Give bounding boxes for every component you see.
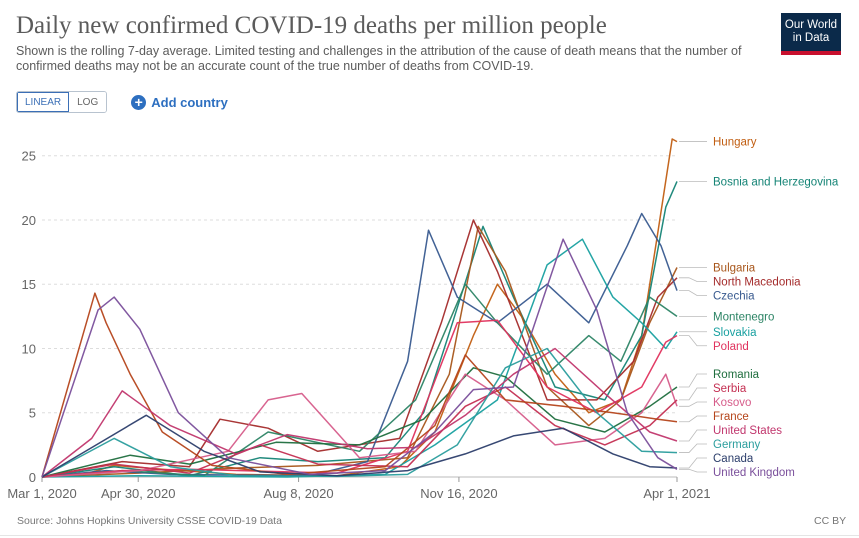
series-line-bosnia-and-herzegovina xyxy=(41,181,678,478)
y-axis-ticks: 0 5 10 15 20 25 xyxy=(22,149,36,485)
series-line-germany xyxy=(41,347,678,478)
x-tick-label: Aug 8, 2020 xyxy=(264,486,334,501)
chart-title: Daily new confirmed COVID-19 deaths per … xyxy=(16,12,607,39)
add-country-label: Add country xyxy=(151,94,228,110)
series-label: Serbia xyxy=(713,383,747,395)
series-label: United Kingdom xyxy=(713,467,795,479)
label-connector xyxy=(679,429,707,442)
label-connector xyxy=(679,468,707,473)
label-connector xyxy=(679,443,707,453)
license-link[interactable]: CC BY xyxy=(814,515,847,527)
label-connector xyxy=(679,277,707,282)
source-note: Source: Johns Hopkins University CSSE CO… xyxy=(17,515,282,527)
label-connector xyxy=(679,415,707,423)
y-tick-label: 25 xyxy=(22,149,36,164)
series-label: North Macedonia xyxy=(713,277,801,289)
series-label: Hungary xyxy=(713,137,757,149)
series-label: Romania xyxy=(713,369,760,381)
logo-line2: in Data xyxy=(792,32,830,44)
series-line-bulgaria xyxy=(41,225,678,478)
series-line-canada xyxy=(41,414,678,478)
label-connector xyxy=(679,373,707,388)
series-label: Poland xyxy=(713,341,749,353)
owid-logo[interactable]: Our World in Data xyxy=(781,13,841,55)
series-label: Bulgaria xyxy=(713,263,756,275)
series-line-slovakia xyxy=(41,238,678,478)
line-end-labels: Hungary Bosnia and Herzegovina Bulgaria Nor… xyxy=(679,137,839,479)
series-line-serbia xyxy=(41,386,678,478)
series-line-montenegro xyxy=(41,283,678,478)
linear-scale-button[interactable]: LINEAR xyxy=(17,92,70,112)
footer-divider xyxy=(0,535,859,536)
chart-controls: LINEAR LOG + Add country xyxy=(16,91,228,113)
series-label: Montenegro xyxy=(713,311,774,323)
y-tick-label: 20 xyxy=(22,213,36,228)
series-label: France xyxy=(713,411,749,423)
log-scale-button[interactable]: LOG xyxy=(69,92,107,112)
chart-grid xyxy=(42,155,677,478)
series-line-france xyxy=(41,292,678,478)
series-label: Germany xyxy=(713,439,761,451)
series-label: Kosovo xyxy=(713,397,751,409)
series-label: United States xyxy=(713,425,782,437)
label-connector xyxy=(679,387,707,401)
chart-subtitle: Shown is the rolling 7-day average. Limi… xyxy=(16,44,742,73)
series-line-romania xyxy=(41,367,678,478)
series-label: Slovakia xyxy=(713,327,757,339)
label-connector xyxy=(679,290,707,296)
series-line-czechia xyxy=(41,212,678,478)
series-line-north-macedonia xyxy=(41,219,678,478)
series-label: Bosnia and Herzegovina xyxy=(713,176,839,188)
series-label: Czechia xyxy=(713,291,755,303)
series-line-poland xyxy=(41,319,678,478)
label-connector xyxy=(679,457,707,469)
label-connector xyxy=(679,335,707,347)
label-connector xyxy=(679,401,707,407)
series-line-united-states xyxy=(41,347,678,478)
x-axis-ticks: Mar 1, 2020 Apr 30, 2020 Aug 8, 2020 Nov 16… xyxy=(7,477,711,501)
y-tick-label: 5 xyxy=(29,406,36,421)
y-tick-label: 10 xyxy=(22,341,36,356)
scale-toggle: LINEAR LOG xyxy=(16,91,108,113)
logo-line1: Our World xyxy=(784,19,838,31)
x-tick-label: Apr 30, 2020 xyxy=(101,486,175,501)
y-tick-label: 15 xyxy=(22,277,36,292)
x-tick-label: Apr 1, 2021 xyxy=(643,486,710,501)
plus-icon: + xyxy=(131,94,147,110)
add-country-button[interactable]: + Add country xyxy=(131,94,228,110)
x-tick-label: Mar 1, 2020 xyxy=(7,486,76,501)
series-line-united-kingdom xyxy=(41,238,678,478)
x-tick-label: Nov 16, 2020 xyxy=(420,486,497,501)
y-tick-label: 0 xyxy=(29,470,36,485)
series-label: Canada xyxy=(713,453,754,465)
line-chart: 0 5 10 15 20 25 Mar 1, 2020 Apr 30, 2020 Aug 8,… xyxy=(7,137,839,501)
series-lines xyxy=(41,138,678,478)
